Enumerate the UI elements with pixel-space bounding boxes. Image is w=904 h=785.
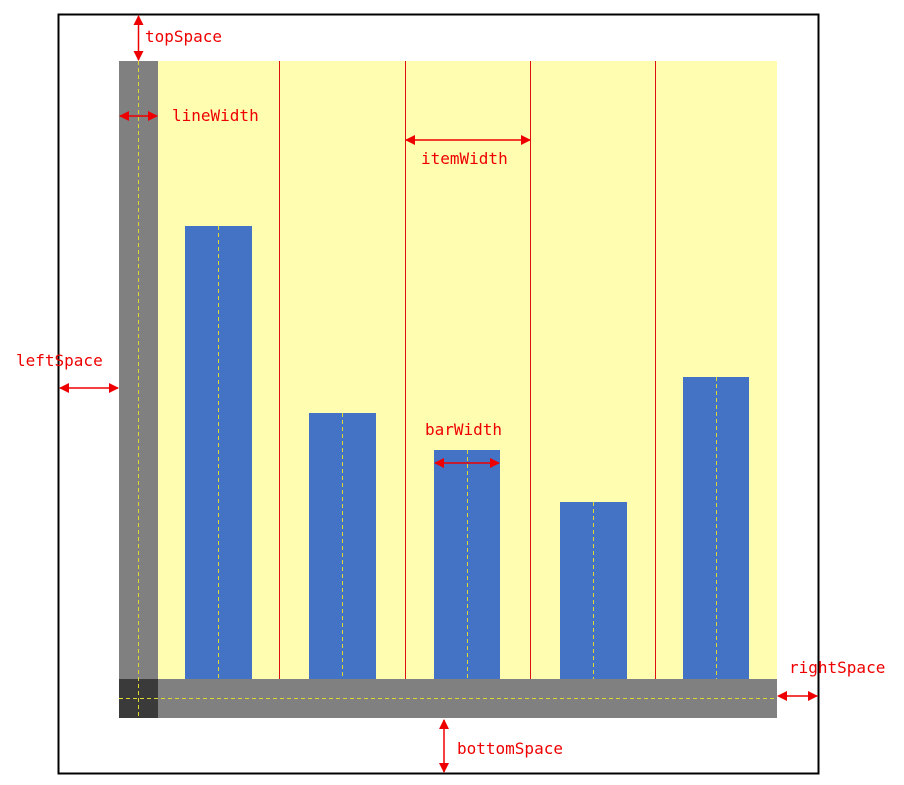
bar-center-lines [218, 226, 717, 679]
right-space-label: rightSpace [789, 658, 885, 677]
top-space-label: topSpace [145, 27, 222, 46]
item-width-label: itemWidth [421, 149, 508, 168]
bar-width-label: barWidth [425, 420, 502, 439]
left-space-label: leftSpace [16, 351, 103, 370]
annotation-arrows [59, 14, 818, 773]
item-dividers [279, 61, 656, 679]
bottom-space-label: bottomSpace [457, 739, 563, 758]
line-width-label: lineWidth [172, 106, 259, 125]
